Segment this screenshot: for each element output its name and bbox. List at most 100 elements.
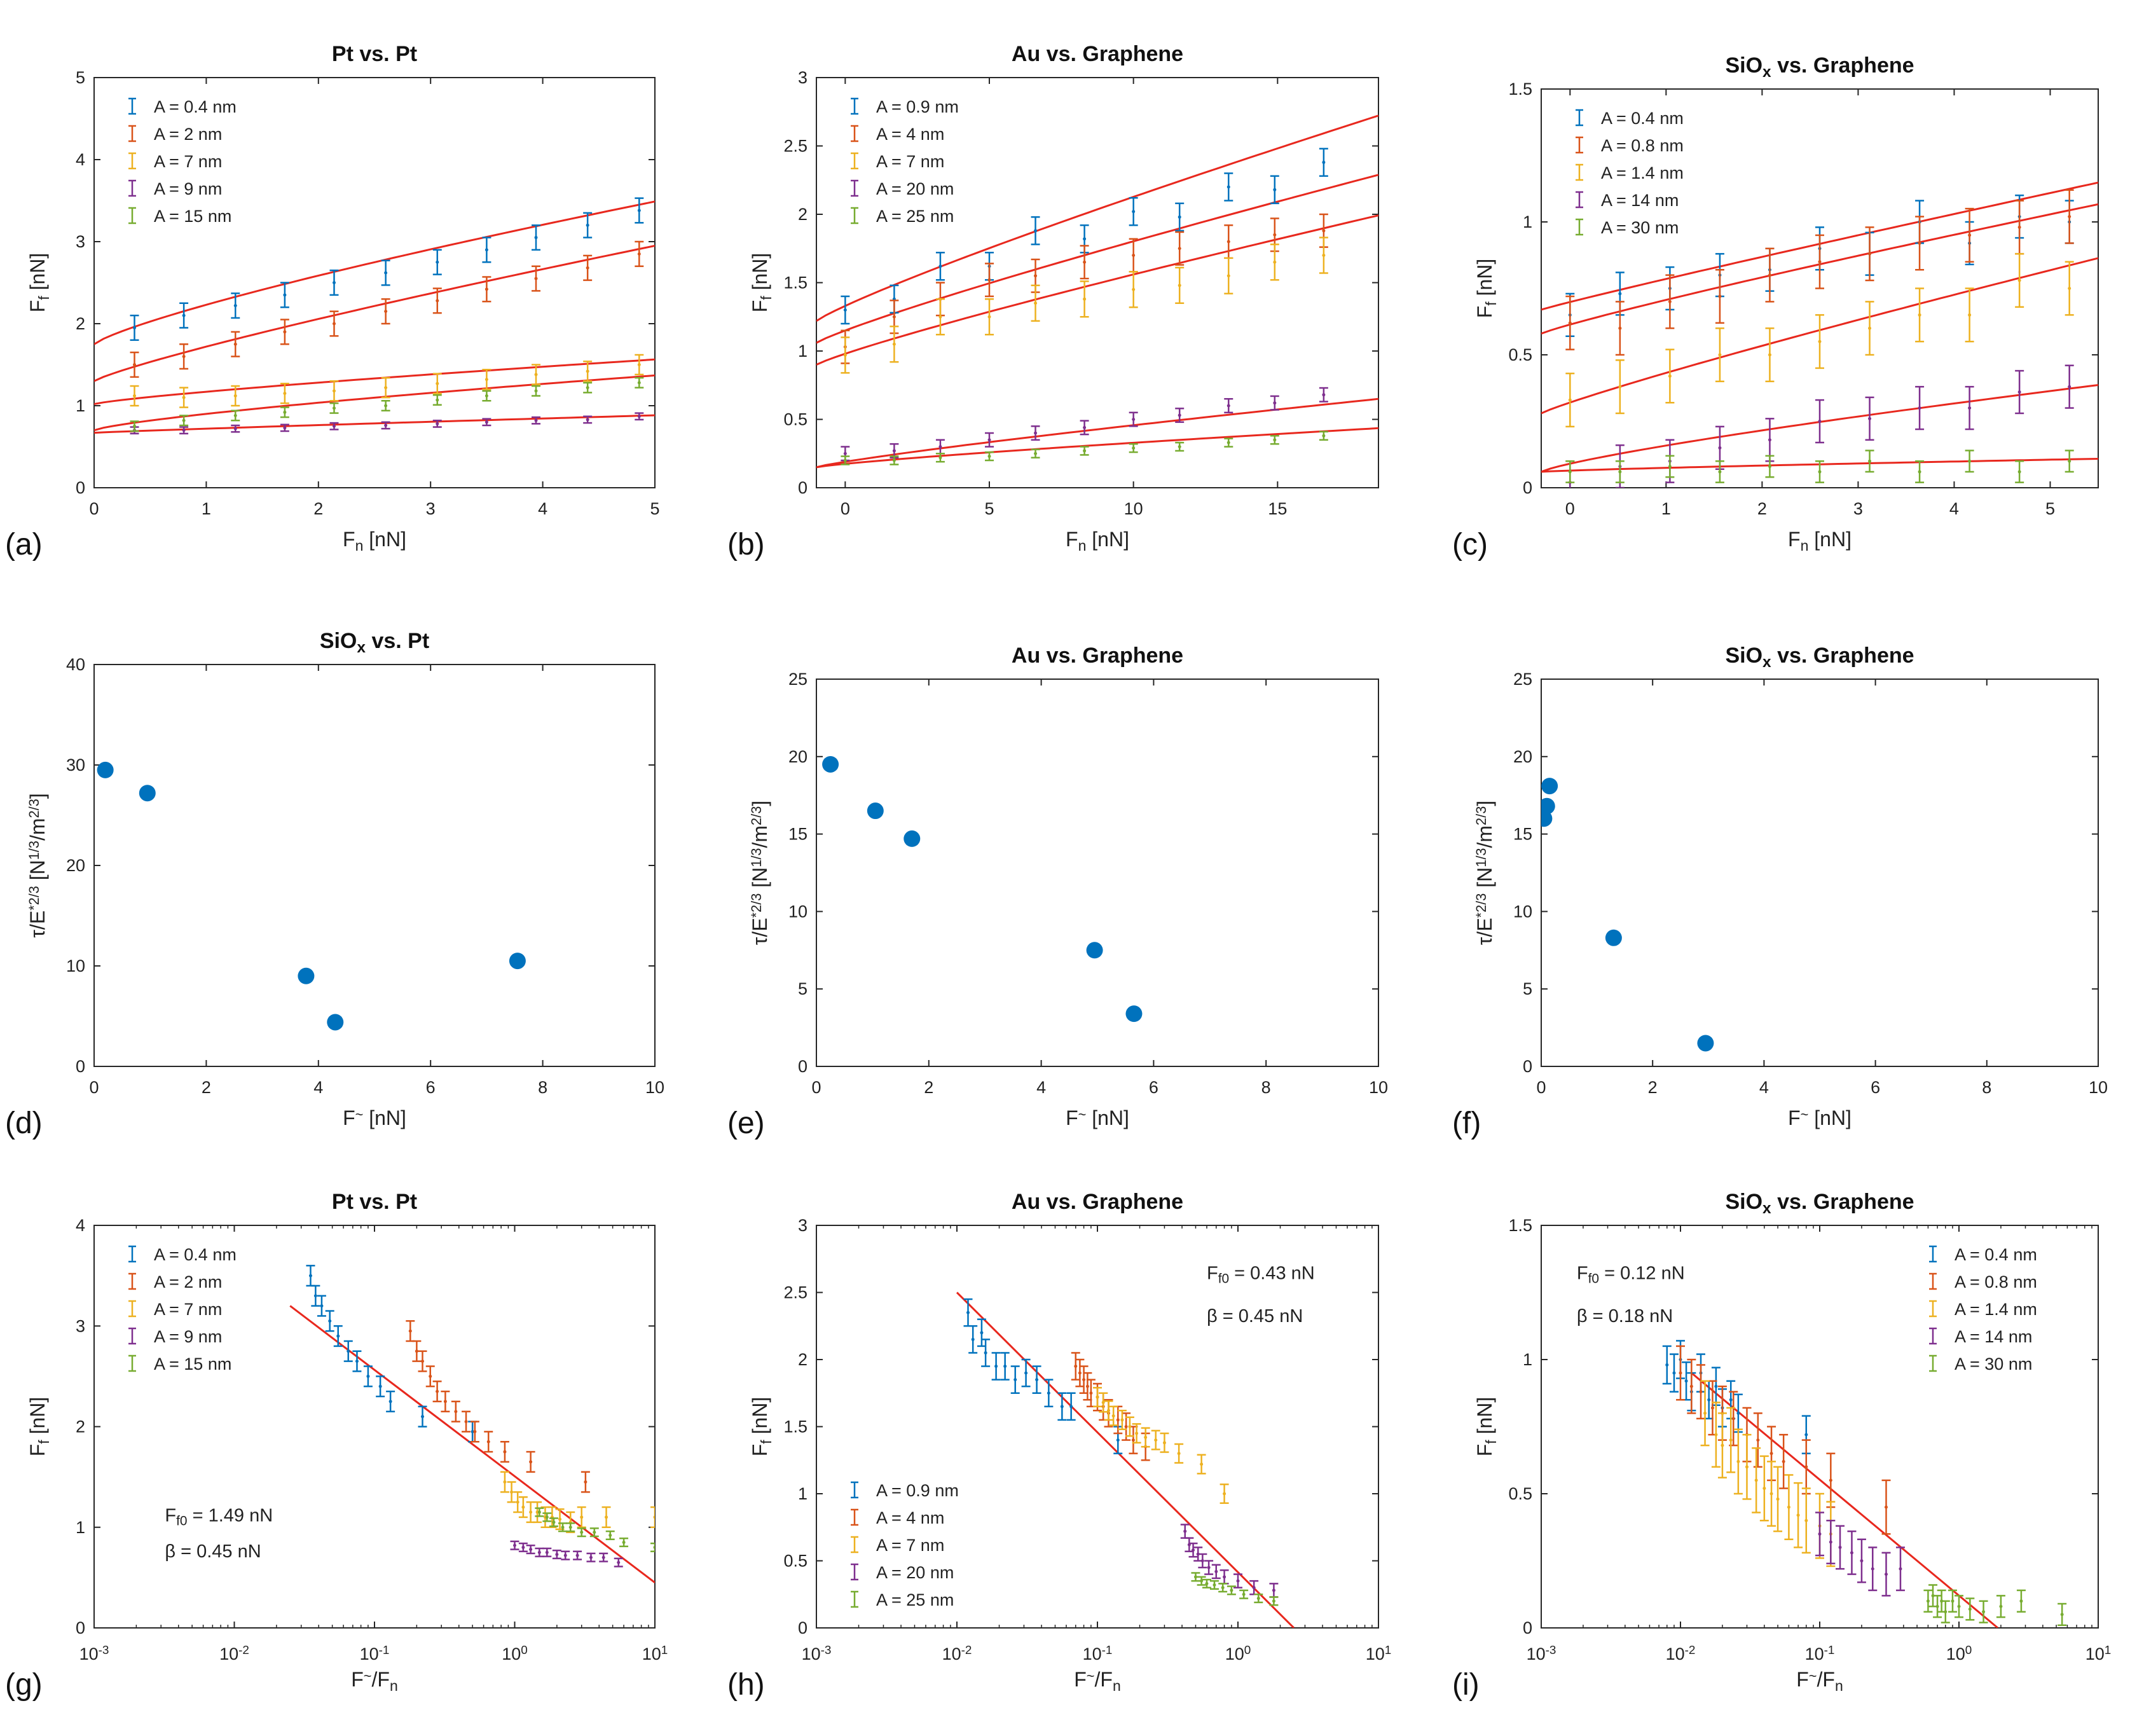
y-tick-label: 2 [798,205,807,224]
x-tick-label: 6 [426,1078,436,1097]
y-tick-label: 0 [76,1618,85,1637]
panel-a: 0 1 2 3 4 5 0 1 2 3 4 5 Pt vs. Pt Fn [nN] Ff [nN] (a) A … [5,42,660,561]
data-point [283,426,287,430]
data-point [637,252,641,256]
panel-label: (b) [727,528,765,561]
axes-box [93,77,656,488]
data-point [1736,1411,1740,1415]
y-axis-label: Ff [nN] [748,1397,774,1457]
fit-annotation: Ff0 = 1.49 nN [165,1505,273,1528]
data-point [1322,393,1326,397]
data-point [1714,1433,1718,1436]
data-point [133,326,137,329]
series-yellow [841,237,1328,374]
y-axis-label: Ff [nN] [748,253,774,313]
data-point [589,1555,593,1559]
data-point [1083,297,1087,301]
y-tick-label: 0 [76,478,85,497]
data-point [1183,1529,1187,1533]
data-point [1223,1492,1226,1496]
data-point [892,315,896,319]
data-point [384,386,388,390]
data-point [580,1515,584,1519]
data-point [1273,260,1277,264]
data-point [843,353,847,357]
data-point [1200,1559,1204,1562]
x-tick-label: 4 [1949,499,1959,518]
plot-area [289,1265,655,1583]
y-tick-label: 10 [66,956,85,975]
data-point [534,418,538,422]
x-tick-label: 2 [313,499,323,518]
data-point [1745,1465,1749,1469]
data-point [1085,1384,1089,1388]
data-point [2068,385,2072,389]
legend-label: A = 4 nm [876,1508,944,1527]
data-point [233,394,237,398]
data-point [558,1517,562,1521]
y-tick-label: 25 [1513,670,1532,689]
data-point [1768,353,1771,357]
y-tick-label: 0.5 [1508,345,1532,364]
data-point [529,1460,533,1464]
panel-label: (a) [5,528,43,561]
data-point [283,392,287,396]
axes-box [1541,88,2099,488]
data-point [1668,374,1672,378]
data-point [1272,1599,1275,1603]
data-point [601,1555,605,1559]
legend-label: A = 25 nm [876,1590,954,1609]
data-point [1868,326,1872,330]
x-tick-label: 10-2 [942,1644,972,1664]
data-point [568,1526,572,1529]
fit-annotation: β = 0.45 nN [1207,1306,1303,1326]
series-green [130,376,644,432]
x-axis-label: Fn [nN] [1066,528,1129,554]
data-point [336,1334,340,1338]
series-green [1923,1584,2067,1627]
x-tick-label: 10-2 [1666,1644,1696,1664]
data-point [1729,1398,1733,1402]
data-point [1568,321,1572,325]
data-point [1242,1592,1246,1596]
data-point [561,1526,565,1529]
data-point [1273,188,1277,191]
data-point [1968,459,1972,463]
x-tick-label: 15 [1268,499,1287,518]
y-axis-label: Ff [nN] [1473,1397,1499,1457]
data-dot [1605,929,1622,946]
fit-annotation: β = 0.45 nN [165,1541,261,1562]
x-tick-label: 101 [1366,1644,1392,1664]
y-tick-label: 0 [798,1057,807,1076]
data-point [436,1389,439,1393]
data-point [529,1548,533,1552]
data-point [384,404,388,408]
y-tick-label: 40 [66,655,85,674]
data-dot [97,761,114,778]
data-point [443,1400,447,1403]
series-blue [130,197,644,341]
data-point [545,1515,549,1519]
panel-i: 10-3 10-2 10-1 100 101 0 0.5 1 1.5 SiOx vs. Graph… [1452,1190,2111,1702]
data-point [1083,237,1087,241]
data-point [484,420,488,424]
y-tick-label: 2 [76,314,85,333]
x-tick-label: 4 [1036,1078,1046,1097]
data-point [1120,1418,1124,1422]
data-point [843,458,847,462]
data-point [593,1531,596,1534]
fit-annotation: Ff0 = 0.43 nN [1207,1263,1315,1286]
y-tick-label: 15 [1513,825,1532,844]
data-point [1618,326,1622,330]
data-point [1013,1378,1017,1382]
data-point [1729,1438,1733,1442]
fit-curve [816,174,1378,344]
y-tick-label: 2.5 [783,137,807,156]
data-point [1083,425,1087,429]
data-point [1101,1401,1105,1405]
data-point [1871,1567,1874,1571]
y-tick-label: 5 [798,979,807,998]
x-tick-label: 8 [1261,1078,1271,1097]
x-tick-label: 6 [1871,1078,1880,1097]
series-yellow [500,1471,655,1533]
